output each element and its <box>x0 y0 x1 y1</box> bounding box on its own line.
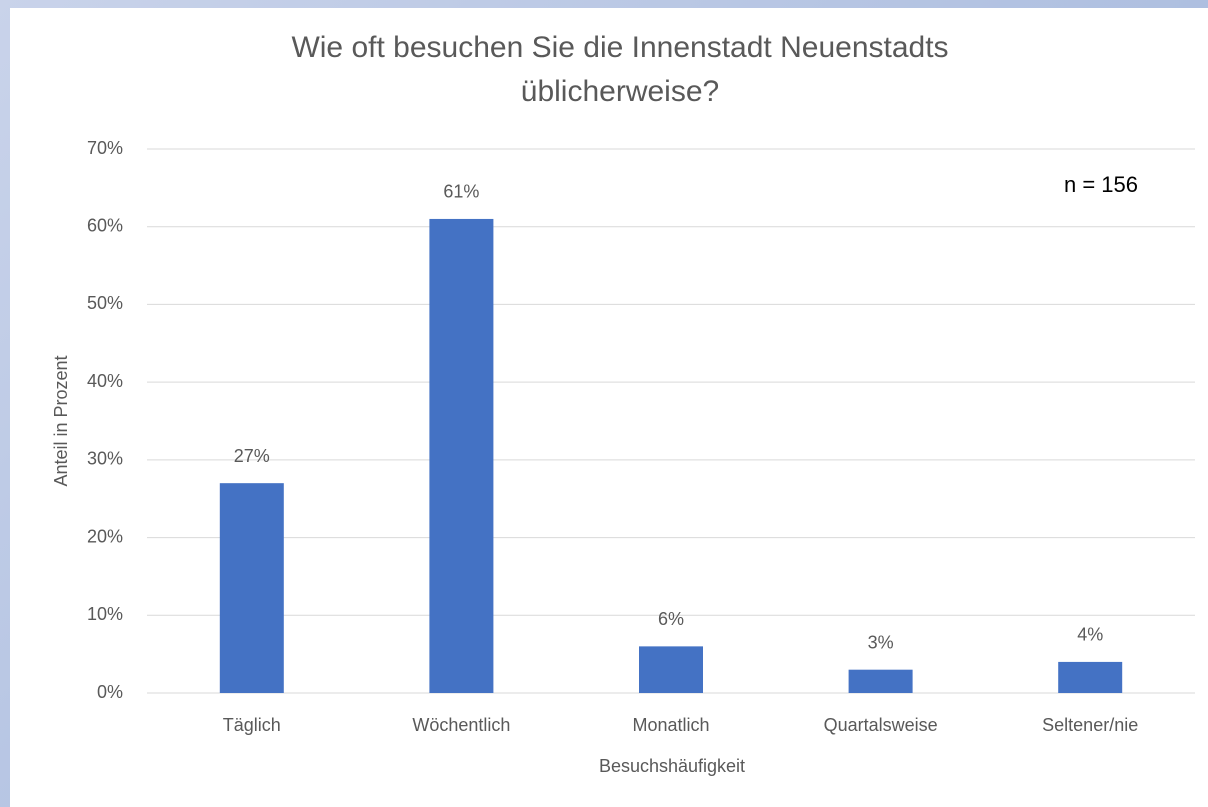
y-tick-label: 70% <box>87 138 123 158</box>
bar <box>1058 661 1123 693</box>
x-tick-label: Wöchentlich <box>412 715 510 735</box>
x-tick-label: Monatlich <box>632 715 709 735</box>
value-label: 27% <box>234 446 270 466</box>
x-tick-label: Täglich <box>223 715 281 735</box>
chart-title: Wie oft besuchen Sie die Innenstadt Neue… <box>291 31 949 108</box>
bar <box>639 646 703 693</box>
annotation: n = 156 <box>1064 172 1138 197</box>
y-tick-label: 20% <box>87 526 123 546</box>
chart-panel <box>10 8 1208 807</box>
y-tick-label: 40% <box>87 371 123 391</box>
x-axis-label: Besuchshäufigkeit <box>599 756 745 776</box>
y-tick-label: 30% <box>87 449 123 469</box>
x-tick-label: Quartalsweise <box>824 715 938 735</box>
value-label: 61% <box>443 182 479 202</box>
y-axis-label: Anteil in Prozent <box>51 355 71 486</box>
y-tick-label: 0% <box>97 682 123 702</box>
y-tick-label: 60% <box>87 215 123 235</box>
value-label: 3% <box>868 632 894 652</box>
bar <box>429 218 494 693</box>
value-label: 4% <box>1077 625 1103 645</box>
bar <box>848 669 913 693</box>
x-tick-label: Seltener/nie <box>1042 715 1138 735</box>
bar <box>219 483 284 693</box>
y-tick-label: 50% <box>87 293 123 313</box>
y-tick-label: 10% <box>87 604 123 624</box>
value-label: 6% <box>658 609 684 629</box>
